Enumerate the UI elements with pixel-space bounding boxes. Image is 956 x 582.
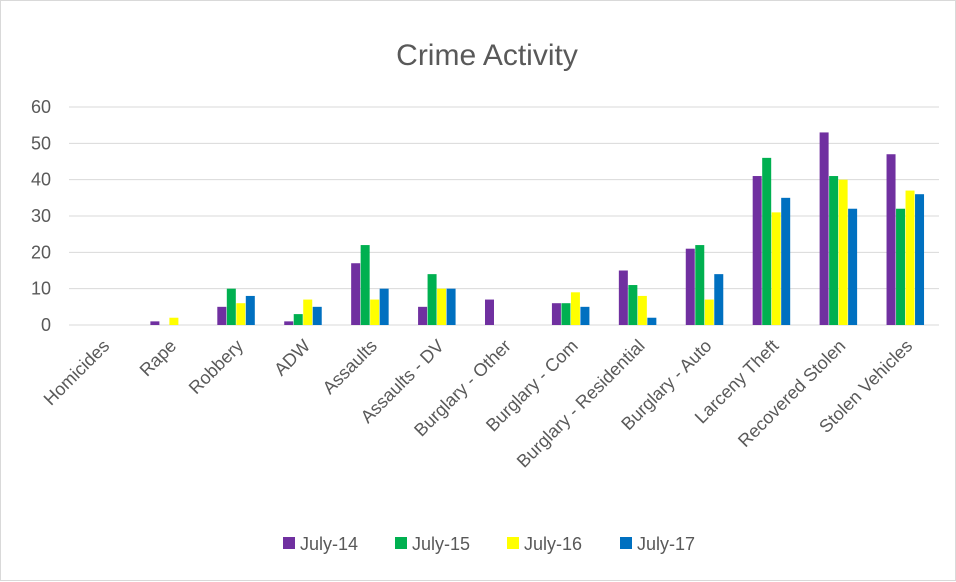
bar-july-14 [886, 154, 896, 325]
legend-label: July-16 [524, 534, 582, 554]
bar-july-14 [284, 321, 294, 325]
bar-july-14 [351, 263, 361, 325]
bar-july-16 [771, 212, 781, 325]
bar-july-16 [303, 299, 313, 325]
x-axis: Homicides Rape Robbery ADW AssaultsAssaults … [40, 336, 917, 472]
bar-july-16 [905, 190, 915, 325]
y-tick-label: 50 [31, 133, 51, 153]
bar-july-16 [704, 299, 714, 325]
bar-july-17 [915, 194, 925, 325]
bar-july-14 [819, 132, 829, 325]
bar-july-17 [446, 288, 456, 325]
legend-label: July-17 [637, 534, 695, 554]
legend-label: July-15 [412, 534, 470, 554]
legend-swatch [283, 537, 295, 549]
bar-july-15 [293, 314, 303, 325]
bar-july-17 [245, 295, 255, 325]
bar-july-15 [695, 245, 705, 325]
bar-july-14 [618, 270, 628, 325]
x-tick-label: Assaults [319, 336, 381, 398]
bar-july-15 [896, 208, 906, 325]
y-tick-label: 40 [31, 170, 51, 190]
bar-july-15 [427, 274, 437, 325]
x-tick-label: Homicides [40, 336, 114, 410]
bar-july-14 [551, 303, 561, 325]
x-tick-label: Burglary - Residential [513, 336, 649, 472]
bar-july-16 [236, 303, 246, 325]
y-axis: 0 10 20 30 40 50 60 [31, 97, 51, 335]
y-tick-label: 60 [31, 97, 51, 117]
bar-july-17 [647, 317, 657, 325]
bar-july-15 [829, 176, 839, 325]
x-tick-label: Robbery [185, 336, 247, 398]
bar-july-14 [150, 321, 160, 325]
legend: July-14 July-15 July-16 July-17 [283, 534, 695, 554]
bar-july-16 [169, 317, 179, 325]
y-tick-label: 10 [31, 279, 51, 299]
bar-july-14 [752, 176, 762, 325]
bar-july-14 [485, 299, 494, 325]
legend-swatch [395, 537, 407, 549]
bar-july-15 [762, 157, 772, 325]
legend-label: July-14 [300, 534, 358, 554]
bar-july-15 [226, 288, 236, 325]
bar-july-15 [628, 285, 638, 325]
bar-july-14 [217, 306, 227, 325]
legend-swatch [507, 537, 519, 549]
y-tick-label: 30 [31, 206, 51, 226]
y-tick-label: 20 [31, 242, 51, 262]
x-tick-label: ADW [270, 336, 314, 380]
y-tick-label: 0 [41, 315, 51, 335]
bar-july-16 [838, 179, 848, 325]
bar-july-17 [312, 306, 322, 325]
bar-july-14 [685, 248, 695, 325]
bar-july-14 [418, 306, 428, 325]
gridlines [69, 106, 939, 326]
bar-july-17 [714, 274, 724, 325]
bar-july-15 [360, 245, 370, 325]
bar-july-17 [781, 197, 791, 325]
bar-july-17 [848, 208, 858, 325]
x-tick-label: Rape [136, 336, 181, 381]
bars [150, 132, 925, 325]
bar-july-16 [637, 295, 647, 325]
bar-july-16 [370, 299, 380, 325]
bar-july-17 [580, 306, 590, 325]
bar-july-15 [561, 303, 571, 325]
chart-title: Crime Activity [396, 39, 578, 72]
bar-july-16 [437, 288, 447, 325]
bar-july-16 [570, 292, 580, 325]
legend-swatch [620, 537, 632, 549]
bar-july-17 [379, 288, 389, 325]
